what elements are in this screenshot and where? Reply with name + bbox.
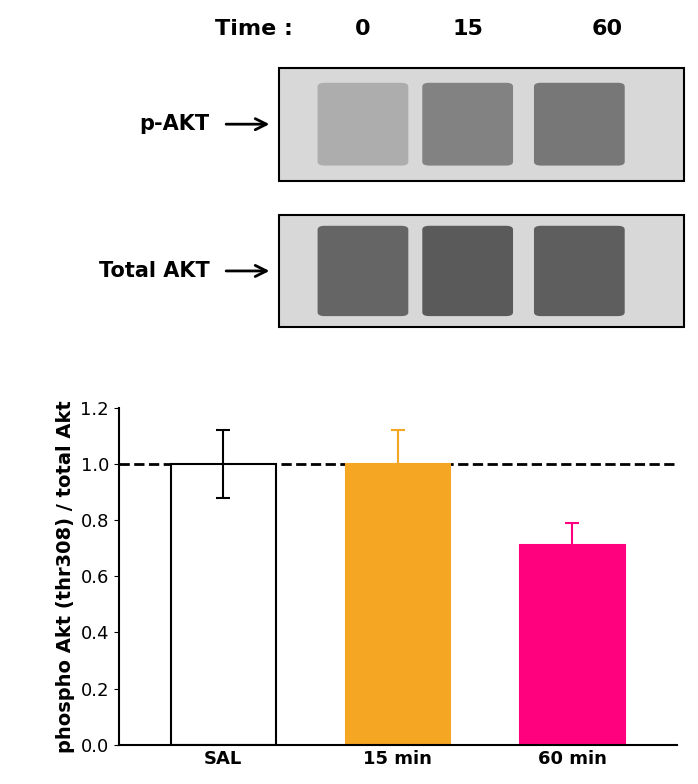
Text: 60: 60 (592, 19, 623, 39)
FancyBboxPatch shape (318, 226, 408, 316)
FancyBboxPatch shape (422, 226, 513, 316)
Y-axis label: phospho Akt (thr308) / total Akt: phospho Akt (thr308) / total Akt (56, 400, 75, 753)
FancyBboxPatch shape (279, 215, 684, 328)
Text: Time :: Time : (215, 19, 293, 39)
Bar (520, 546, 625, 745)
Bar (171, 464, 276, 745)
FancyBboxPatch shape (279, 67, 684, 180)
Text: p-AKT: p-AKT (140, 114, 209, 134)
FancyBboxPatch shape (422, 83, 513, 165)
Text: 0: 0 (355, 19, 371, 39)
FancyBboxPatch shape (534, 83, 625, 165)
Text: 15: 15 (452, 19, 483, 39)
FancyBboxPatch shape (534, 226, 625, 316)
Bar (346, 464, 450, 745)
Text: Total AKT: Total AKT (98, 261, 209, 281)
FancyBboxPatch shape (318, 83, 408, 165)
